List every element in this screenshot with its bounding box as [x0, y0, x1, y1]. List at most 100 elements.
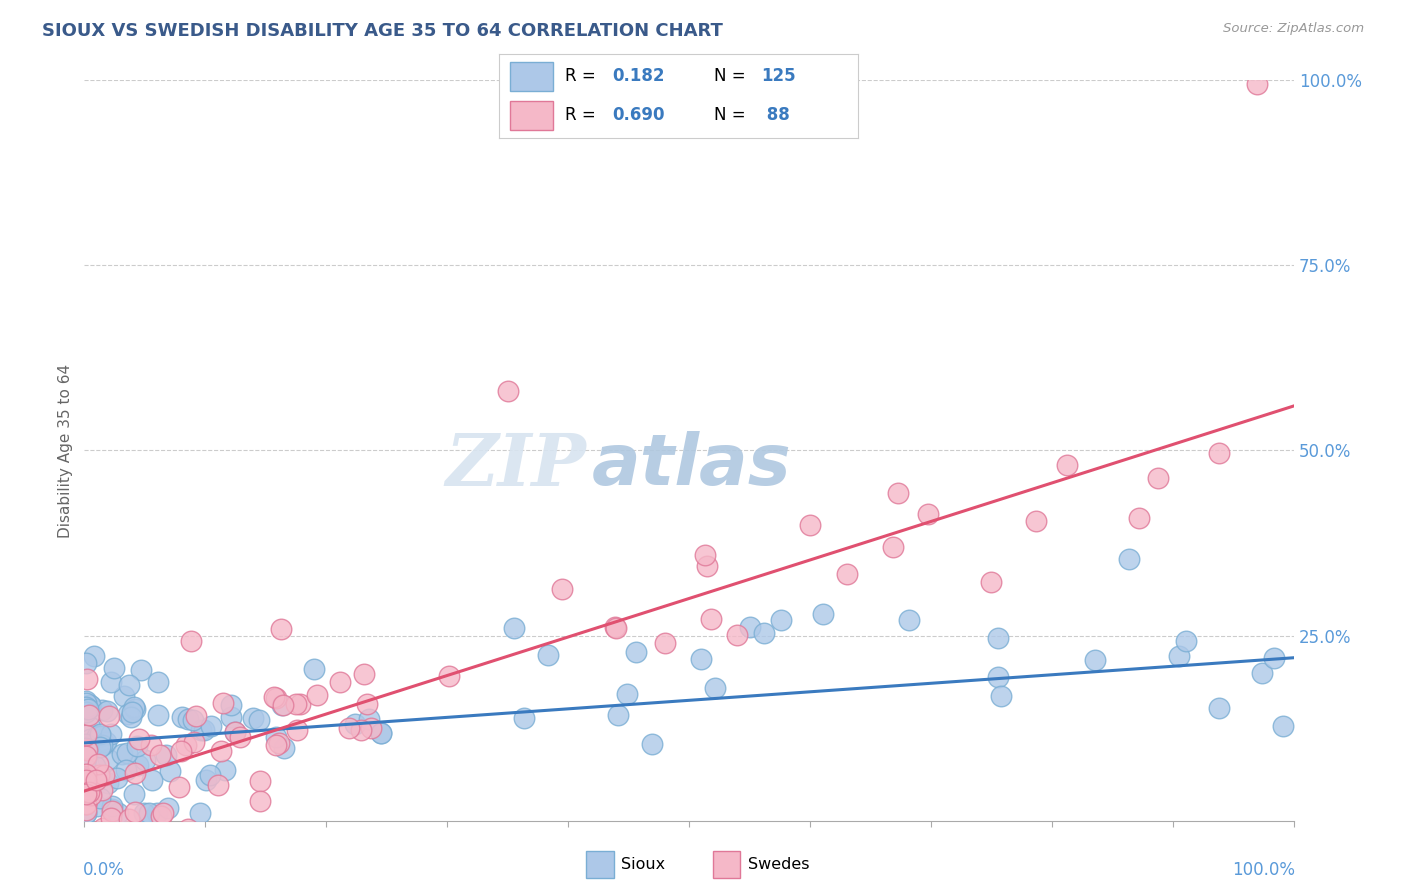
Point [83, 649, 105, 664]
FancyBboxPatch shape [586, 851, 614, 878]
Point [75, 771, 97, 785]
Point [626, 645, 648, 659]
Point [90, 729, 112, 743]
Text: R =: R = [565, 106, 602, 124]
Point [112, 689, 135, 703]
Point [75, 742, 97, 756]
Point [139, 738, 162, 752]
Point [79, 731, 101, 746]
Point [134, 754, 156, 768]
Point [249, 774, 271, 789]
Point [77, 739, 100, 754]
Point [134, 806, 156, 821]
Point [288, 698, 311, 712]
Point [75, 773, 97, 788]
Point [94, 737, 117, 751]
Point [75, 769, 97, 783]
Point [115, 763, 138, 777]
Point [835, 567, 858, 582]
FancyBboxPatch shape [510, 62, 553, 91]
Point [118, 678, 141, 692]
Point [980, 574, 1002, 589]
Point [75, 797, 97, 812]
Point [193, 723, 215, 738]
Point [344, 717, 367, 731]
Point [799, 518, 821, 533]
Text: 125: 125 [761, 68, 796, 86]
Point [616, 687, 638, 701]
Point [156, 801, 179, 815]
Point [117, 706, 139, 721]
Point [97, 752, 120, 766]
Point [86, 799, 108, 814]
FancyBboxPatch shape [713, 851, 741, 878]
Point [75, 757, 97, 772]
Point [1025, 514, 1047, 528]
Point [695, 548, 717, 562]
Point [146, 708, 169, 723]
Point [100, 674, 122, 689]
Point [75, 737, 97, 751]
Point [79, 779, 101, 793]
Point [249, 795, 271, 809]
Point [97, 776, 120, 790]
Point [271, 698, 294, 712]
Point [124, 701, 146, 715]
Point [181, 713, 204, 727]
Point [127, 758, 149, 772]
Point [121, 705, 143, 719]
Point [700, 612, 723, 626]
Point [80, 789, 103, 803]
Point [89, 769, 111, 783]
Point [75, 729, 97, 743]
Point [127, 739, 149, 754]
Point [370, 726, 392, 740]
Point [107, 806, 129, 821]
Point [270, 622, 292, 636]
Point [195, 773, 218, 788]
Point [75, 697, 97, 711]
Point [266, 690, 288, 705]
Point [811, 607, 834, 622]
Point [155, 747, 177, 762]
Point [704, 681, 727, 695]
Point [551, 582, 574, 596]
Point [302, 662, 325, 676]
Point [898, 613, 921, 627]
Point [1118, 551, 1140, 566]
Point [103, 661, 125, 675]
Point [91, 738, 114, 752]
Point [75, 740, 97, 755]
Point [990, 689, 1012, 703]
Point [75, 739, 97, 753]
Text: 0.690: 0.690 [612, 106, 665, 124]
Point [122, 700, 145, 714]
Point [76, 767, 98, 781]
Point [128, 731, 150, 746]
Point [214, 763, 236, 777]
Point [1084, 653, 1107, 667]
Point [75, 762, 97, 776]
Text: ZIP: ZIP [446, 430, 586, 500]
Point [75, 743, 97, 757]
Point [93, 767, 115, 781]
Point [111, 747, 134, 761]
Point [75, 657, 97, 671]
Point [247, 713, 270, 727]
Point [77, 702, 100, 716]
Point [503, 621, 526, 635]
Point [200, 719, 222, 733]
Point [359, 712, 381, 726]
Point [84, 759, 107, 773]
Point [149, 747, 172, 762]
Point [1251, 665, 1274, 680]
Point [180, 634, 202, 648]
Point [89, 727, 111, 741]
Point [76, 785, 98, 799]
Point [90, 782, 112, 797]
Point [75, 702, 97, 716]
Point [285, 723, 308, 738]
Point [242, 711, 264, 725]
Point [75, 751, 97, 765]
Point [209, 744, 232, 758]
